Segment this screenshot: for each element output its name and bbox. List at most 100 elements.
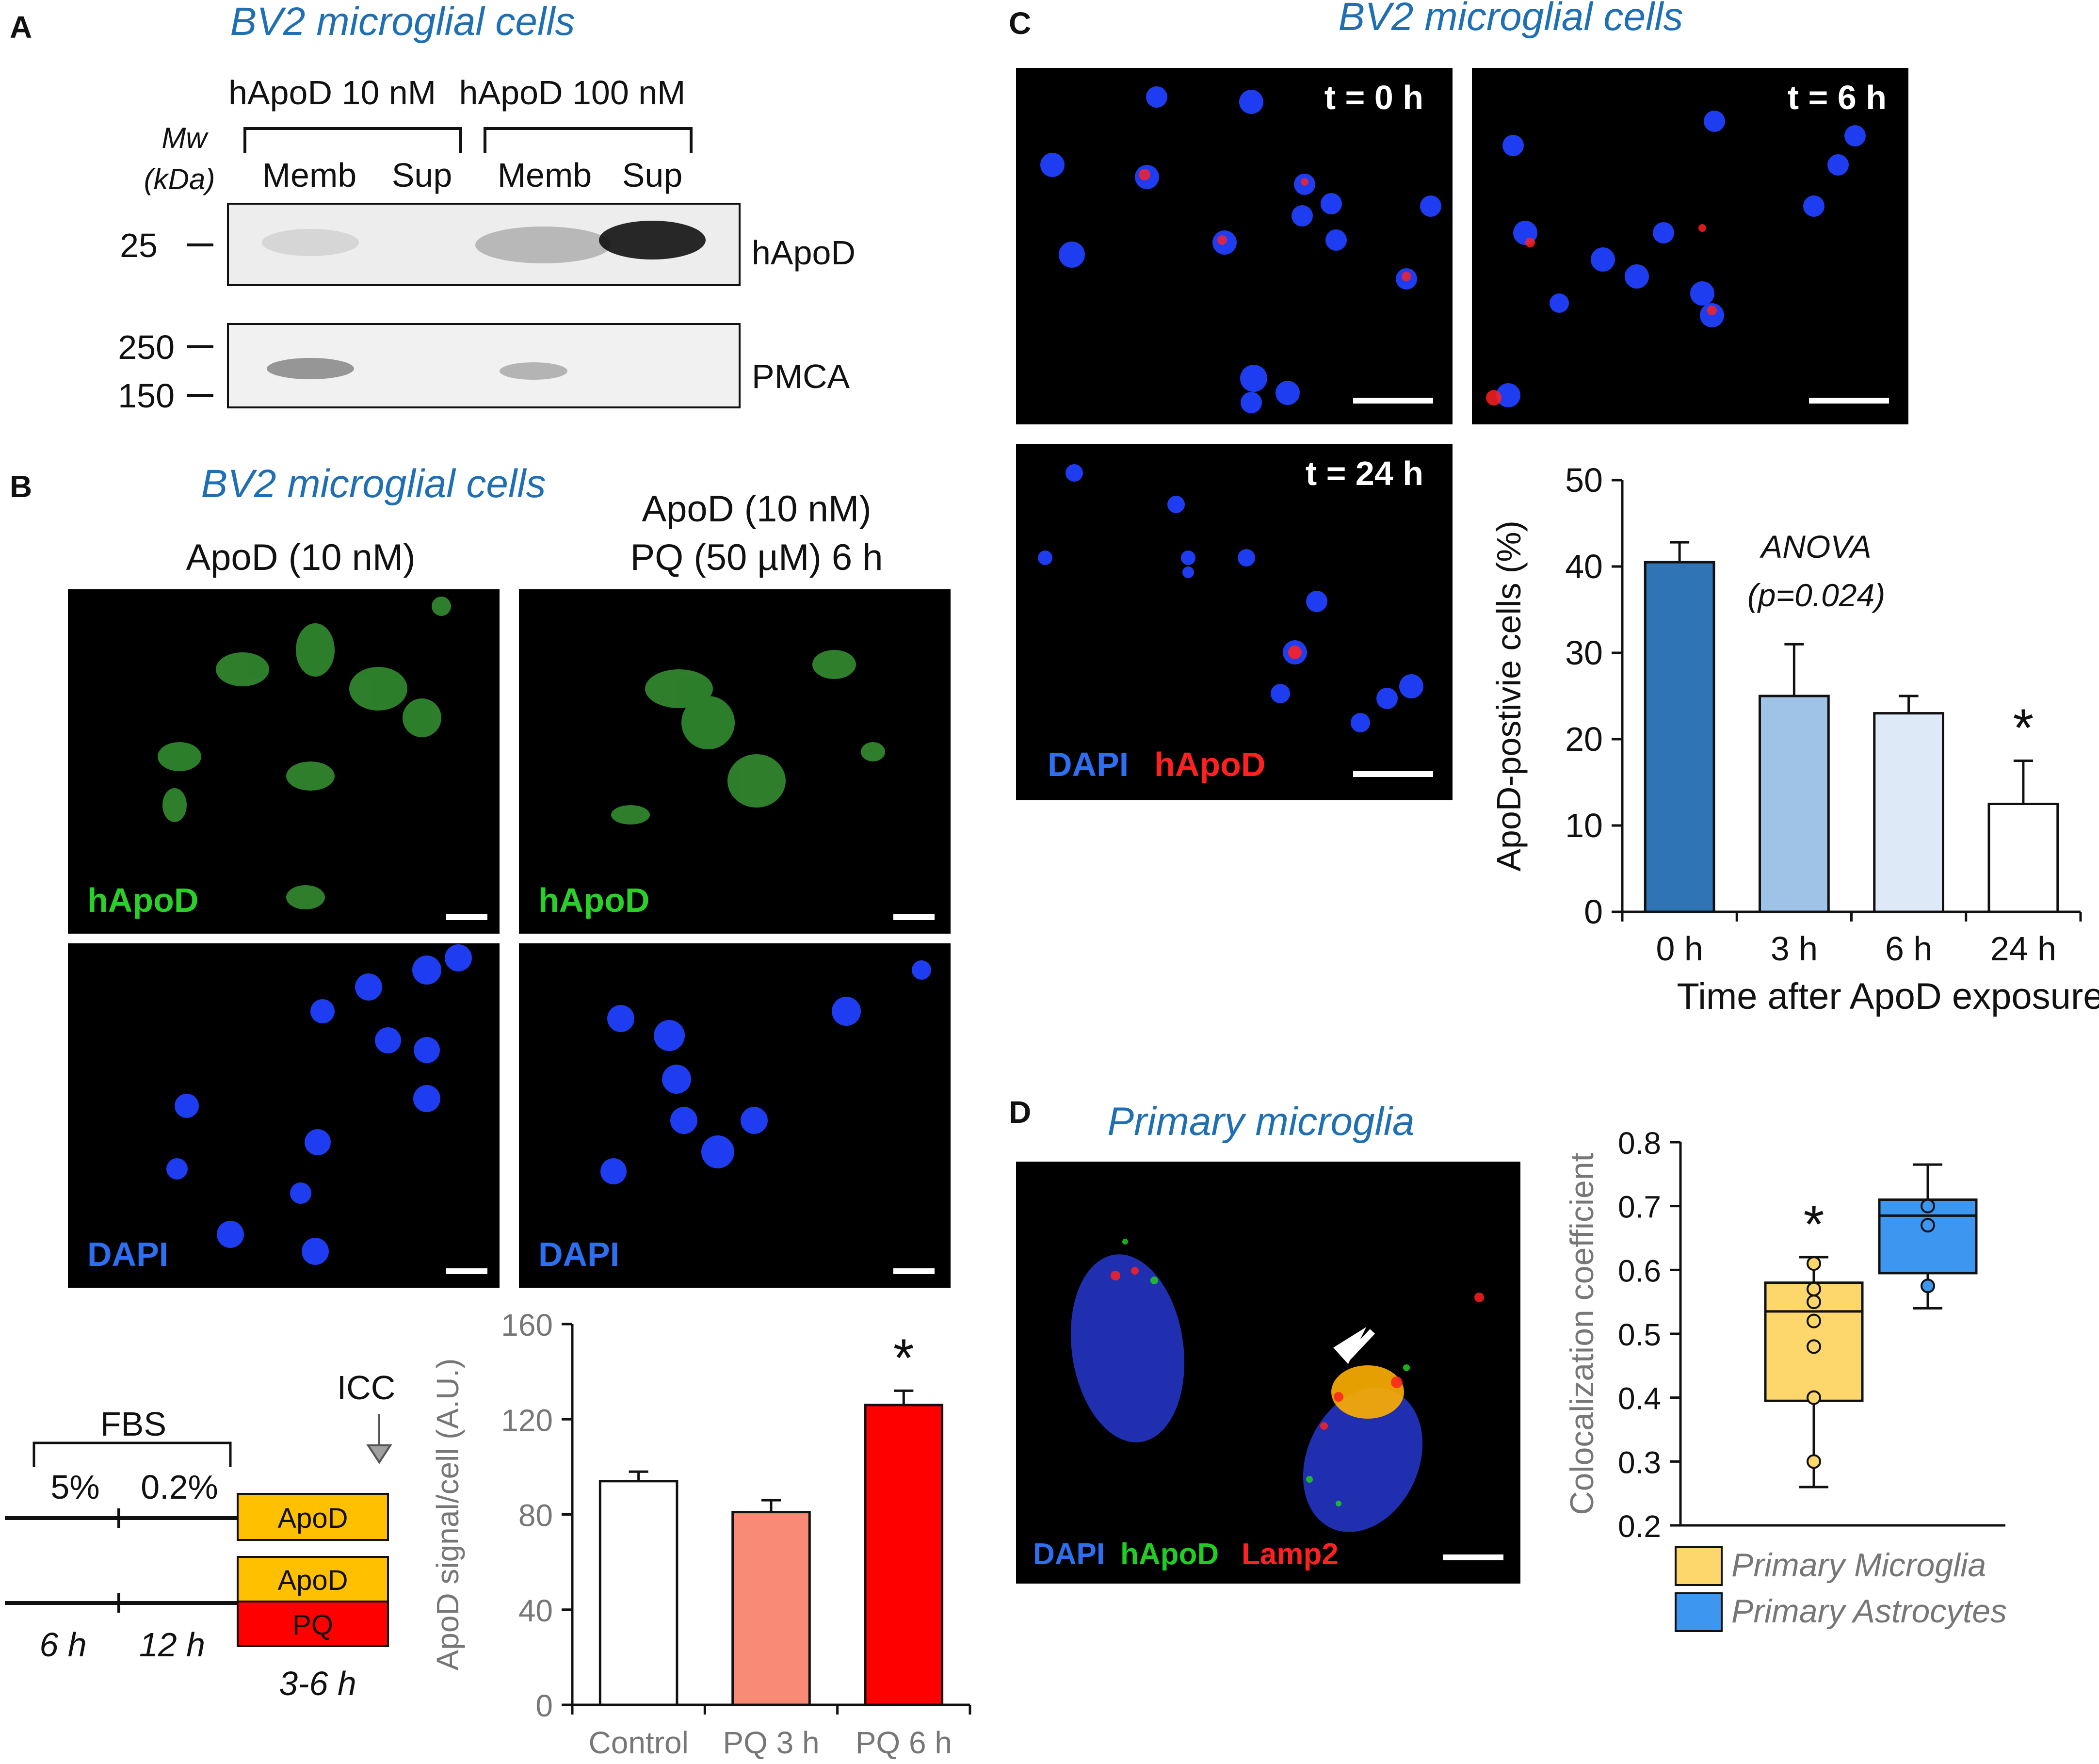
p-value-label: (p=0.024) xyxy=(1747,577,1885,613)
panel-d-title: Primary microglia xyxy=(1107,1100,1414,1144)
marker-250: 250 xyxy=(118,328,175,366)
significance-star: * xyxy=(1804,1195,1825,1254)
schematic-6h: 6 h xyxy=(39,1626,86,1664)
y-tick-label: 120 xyxy=(501,1403,553,1438)
y-tick-label: 30 xyxy=(1565,634,1603,672)
y-tick-label: 0.5 xyxy=(1618,1317,1661,1352)
significance-star: * xyxy=(2013,698,2034,758)
bar xyxy=(598,1480,678,1706)
panel-a-title: BV2 microglial cells xyxy=(230,0,575,44)
blot-label-pmca: PMCA xyxy=(752,357,850,395)
schematic-12h: 12 h xyxy=(139,1626,205,1664)
chart-d-box: 0.2 0.3 0.4 0.5 0.6 0.7 0.8 Colocalization coef… xyxy=(1564,1126,2007,1632)
group-label-10nm: hApoD 10 nM xyxy=(228,74,436,112)
micrograph-b-dapi-pq xyxy=(519,943,951,1288)
schematic-5pct: 5% xyxy=(50,1468,99,1506)
x-tick-label: PQ 6 h xyxy=(856,1725,952,1760)
chart-b-bar: 0 40 80 120 160 Control PQ 3 h PQ 6 h * ApoD sign… xyxy=(430,1308,971,1760)
panel-d: D Primary microglia DAPI hApoD Lamp2 0.2… xyxy=(1009,1095,2007,1632)
scale-bar-c1 xyxy=(1353,398,1433,404)
schematic-02pct: 0.2% xyxy=(141,1468,218,1506)
protocol-schematic: FBS ICC 5% 0.2% ApoD ApoD PQ 6 h 12 h 3-… xyxy=(5,1369,395,1702)
marker-25: 25 xyxy=(120,227,158,264)
d-legend-lamp2: Lamp2 xyxy=(1242,1537,1339,1571)
bar xyxy=(1873,712,1944,913)
scale-bar-c3 xyxy=(1353,771,1433,777)
stain-label-dapi-1: DAPI xyxy=(87,1235,168,1273)
micrograph-b-dapi-control xyxy=(68,943,500,1288)
d-arrow-icon xyxy=(1333,1327,1375,1364)
fbs-bracket xyxy=(32,1441,232,1467)
schematic-3-6h: 3-6 h xyxy=(279,1665,356,1702)
data-point xyxy=(1807,1295,1821,1310)
y-axis-label: Colocalization coefficient xyxy=(1564,1152,1600,1515)
c-legend-hapod: hApoD xyxy=(1154,745,1265,783)
d-red-puncta xyxy=(1111,1267,1484,1430)
scale-bar-b1 xyxy=(446,914,487,920)
bar xyxy=(1644,561,1715,913)
panel-b-col2-label-1: ApoD (10 nM) xyxy=(642,488,871,530)
d-green-puncta xyxy=(1122,1239,1410,1506)
c-t24-nuclei xyxy=(1038,464,1423,732)
band-pmca-lane3 xyxy=(500,362,567,380)
c-t24-red xyxy=(1288,646,1302,659)
micrograph-c-t6 xyxy=(1472,68,1908,424)
data-point xyxy=(1807,1281,1821,1296)
panel-letter-b: B xyxy=(10,469,32,504)
band-pmca-lane1 xyxy=(267,358,354,379)
data-point xyxy=(1807,1256,1821,1271)
d-legend-hapod: hApoD xyxy=(1120,1537,1219,1571)
group-label-100nm: hApoD 100 nM xyxy=(459,74,686,112)
blot-label-hapod: hApoD xyxy=(752,234,856,272)
chart-c-bar: 0 10 20 30 40 50 0 h 3 h 6 h 24 h * ApoD-postivie c… xyxy=(1490,461,2099,1017)
schematic-icc: ICC xyxy=(337,1369,396,1407)
c-t0-red xyxy=(1139,169,1411,281)
schematic-pq: PQ xyxy=(292,1609,333,1641)
bar xyxy=(1759,695,1830,913)
mw-label: Mw xyxy=(161,122,209,154)
scale-bar-b4 xyxy=(893,1268,935,1274)
lane-label-1: Memb xyxy=(262,156,356,194)
d-nucleus-2 xyxy=(1303,1388,1423,1532)
data-point xyxy=(1807,1454,1821,1469)
data-point xyxy=(1921,1218,1935,1233)
lane-label-3: Memb xyxy=(498,156,592,194)
c-t6-nuclei xyxy=(1496,111,1866,407)
legend-label: Primary Microglia xyxy=(1731,1547,1986,1584)
y-tick-label: 0.3 xyxy=(1618,1445,1661,1480)
data-point xyxy=(1807,1313,1821,1328)
y-tick-label: 0 xyxy=(535,1688,553,1723)
icc-arrow-icon xyxy=(366,1414,392,1464)
micrograph-b-hapod-pq xyxy=(519,589,951,934)
stain-label-hapod-1: hApoD xyxy=(87,881,198,919)
panel-b-col1-label: ApoD (10 nM) xyxy=(186,537,415,578)
d-legend-dapi: DAPI xyxy=(1033,1537,1105,1571)
legend-swatch xyxy=(1675,1592,1723,1632)
panel-c: C BV2 microglial cells t = 0 h t = 6 h xyxy=(1009,0,2099,1017)
kda-label: (kDa) xyxy=(144,163,215,195)
c-legend-dapi: DAPI xyxy=(1048,745,1129,783)
scale-bar-d xyxy=(1443,1554,1503,1560)
x-tick-label: 6 h xyxy=(1885,930,1932,968)
band-hapod-lane1 xyxy=(262,229,359,256)
blue-nuclei-1 xyxy=(166,944,472,1265)
scale-bar-b3 xyxy=(446,1268,487,1274)
c-t6-red xyxy=(1486,224,1717,405)
y-tick-label: 50 xyxy=(1565,461,1603,499)
lane-label-2: Sup xyxy=(392,156,452,194)
micrograph-b-hapod-control xyxy=(68,589,500,934)
green-cells-1 xyxy=(158,597,451,909)
y-tick-label: 0.4 xyxy=(1618,1381,1661,1416)
y-axis-label: ApoD-postivie cells (%) xyxy=(1490,520,1528,872)
y-axis-label: ApoD signal/cell (A.U.) xyxy=(430,1359,465,1671)
schematic-box-pq xyxy=(237,1601,389,1647)
stain-label-dapi-2: DAPI xyxy=(538,1235,619,1273)
anova-label: ANOVA xyxy=(1759,529,1871,565)
marker-150: 150 xyxy=(118,377,175,415)
data-point xyxy=(1921,1198,1935,1214)
y-tick-label: 10 xyxy=(1565,807,1603,844)
y-tick-label: 20 xyxy=(1565,720,1603,758)
d-nucleus-1 xyxy=(1070,1254,1185,1442)
y-tick-label: 40 xyxy=(518,1593,553,1628)
